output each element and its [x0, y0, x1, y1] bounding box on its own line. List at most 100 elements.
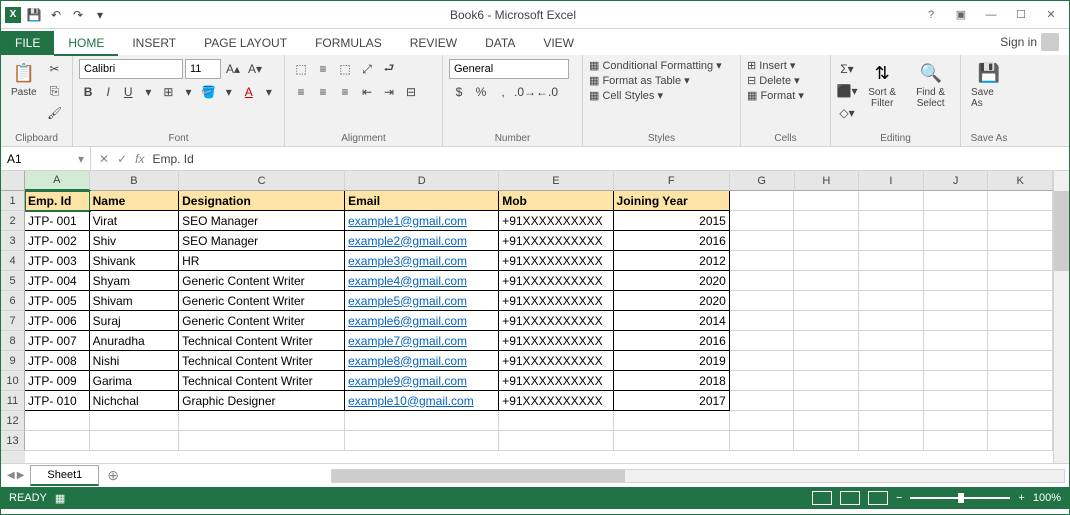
cell[interactable]: JTP- 002: [25, 231, 90, 251]
cell[interactable]: example4@gmail.com: [345, 271, 499, 291]
cell[interactable]: JTP- 001: [25, 211, 90, 231]
cell[interactable]: [924, 391, 989, 411]
saveas-button[interactable]: 💾 Save As: [967, 59, 1011, 131]
align-bottom-icon[interactable]: ⬚: [335, 59, 355, 79]
page-layout-view-icon[interactable]: [840, 491, 860, 505]
cell[interactable]: [859, 431, 924, 451]
copy-icon[interactable]: ⎘: [45, 81, 65, 101]
cell[interactable]: example3@gmail.com: [345, 251, 499, 271]
cell[interactable]: [924, 411, 989, 431]
cell[interactable]: [924, 291, 989, 311]
cell[interactable]: Generic Content Writer: [179, 271, 345, 291]
cell[interactable]: Email: [345, 191, 499, 211]
cell[interactable]: [345, 411, 499, 431]
cell[interactable]: [794, 371, 859, 391]
cell[interactable]: [730, 211, 795, 231]
underline-button[interactable]: U: [119, 82, 137, 102]
column-header[interactable]: I: [859, 171, 924, 191]
orientation-icon[interactable]: ⤢: [357, 59, 377, 79]
cell[interactable]: [859, 271, 924, 291]
cell[interactable]: [988, 431, 1053, 451]
cancel-fx-icon[interactable]: ✕: [99, 152, 109, 166]
decrease-decimal-icon[interactable]: ←.0: [537, 82, 557, 102]
cell[interactable]: [730, 391, 795, 411]
cell[interactable]: [988, 411, 1053, 431]
email-link[interactable]: example1@gmail.com: [348, 214, 467, 228]
format-as-table-button[interactable]: ▦ Format as Table ▾: [589, 74, 734, 87]
tab-review[interactable]: REVIEW: [396, 31, 471, 55]
border-drop-icon[interactable]: ▾: [179, 82, 197, 102]
cell[interactable]: [859, 411, 924, 431]
cell[interactable]: [794, 231, 859, 251]
column-header[interactable]: J: [924, 171, 989, 191]
sheet-nav-next-icon[interactable]: ▶: [17, 470, 25, 481]
autosum-icon[interactable]: Σ▾: [837, 59, 857, 79]
cell[interactable]: [859, 191, 924, 211]
increase-decimal-icon[interactable]: .0→: [515, 82, 535, 102]
cell[interactable]: [730, 411, 795, 431]
cell[interactable]: [794, 271, 859, 291]
row-header[interactable]: 13: [1, 431, 25, 451]
cell[interactable]: SEO Manager: [179, 231, 345, 251]
row-header[interactable]: 6: [1, 291, 25, 311]
indent-dec-icon[interactable]: ⇤: [357, 82, 377, 102]
align-middle-icon[interactable]: ≡: [313, 59, 333, 79]
cell[interactable]: [988, 391, 1053, 411]
number-format-select[interactable]: [449, 59, 569, 79]
column-header[interactable]: A: [25, 171, 90, 191]
row-header[interactable]: 2: [1, 211, 25, 231]
cell[interactable]: [90, 411, 179, 431]
italic-button[interactable]: I: [99, 82, 117, 102]
zoom-out-icon[interactable]: −: [896, 492, 902, 504]
delete-cells-button[interactable]: ⊟ Delete ▾: [747, 74, 824, 87]
format-painter-icon[interactable]: 🖌: [45, 103, 65, 123]
column-header[interactable]: K: [988, 171, 1053, 191]
cell[interactable]: [859, 211, 924, 231]
conditional-formatting-button[interactable]: ▦ Conditional Formatting ▾: [589, 59, 734, 72]
cell[interactable]: Emp. Id: [25, 191, 90, 211]
row-header[interactable]: 1: [1, 191, 25, 211]
email-link[interactable]: example5@gmail.com: [348, 294, 467, 308]
cell[interactable]: [859, 351, 924, 371]
cell[interactable]: HR: [179, 251, 345, 271]
cell[interactable]: [988, 291, 1053, 311]
cell[interactable]: 2012: [614, 251, 730, 271]
column-header[interactable]: G: [730, 171, 795, 191]
column-header[interactable]: C: [179, 171, 345, 191]
cell[interactable]: [499, 431, 613, 451]
cell[interactable]: Anuradha: [90, 331, 179, 351]
undo-icon[interactable]: ↶: [47, 6, 65, 24]
align-center-icon[interactable]: ≡: [313, 82, 333, 102]
help-icon[interactable]: ?: [917, 5, 945, 25]
cell[interactable]: [730, 231, 795, 251]
cell[interactable]: [859, 231, 924, 251]
font-size-select[interactable]: [185, 59, 221, 79]
redo-icon[interactable]: ↷: [69, 6, 87, 24]
email-link[interactable]: example10@gmail.com: [348, 394, 474, 408]
cell[interactable]: JTP- 005: [25, 291, 90, 311]
cell[interactable]: [859, 251, 924, 271]
cell[interactable]: +91XXXXXXXXXX: [499, 351, 613, 371]
cell[interactable]: [730, 271, 795, 291]
cell[interactable]: [25, 431, 90, 451]
cell[interactable]: example5@gmail.com: [345, 291, 499, 311]
cell[interactable]: [794, 431, 859, 451]
row-header[interactable]: 10: [1, 371, 25, 391]
close-icon[interactable]: ✕: [1037, 5, 1065, 25]
zoom-level[interactable]: 100%: [1033, 492, 1061, 504]
cell[interactable]: Nishi: [90, 351, 179, 371]
cell[interactable]: 2016: [614, 331, 730, 351]
column-header[interactable]: B: [90, 171, 179, 191]
cell[interactable]: [859, 291, 924, 311]
cell[interactable]: 2014: [614, 311, 730, 331]
decrease-font-icon[interactable]: A▾: [245, 59, 265, 79]
cell[interactable]: [859, 371, 924, 391]
email-link[interactable]: example6@gmail.com: [348, 314, 467, 328]
cell[interactable]: example9@gmail.com: [345, 371, 499, 391]
minimize-icon[interactable]: —: [977, 5, 1005, 25]
cell[interactable]: Joining Year: [614, 191, 730, 211]
cell[interactable]: [614, 431, 730, 451]
cell[interactable]: [730, 331, 795, 351]
cell[interactable]: [988, 311, 1053, 331]
cell[interactable]: [345, 431, 499, 451]
